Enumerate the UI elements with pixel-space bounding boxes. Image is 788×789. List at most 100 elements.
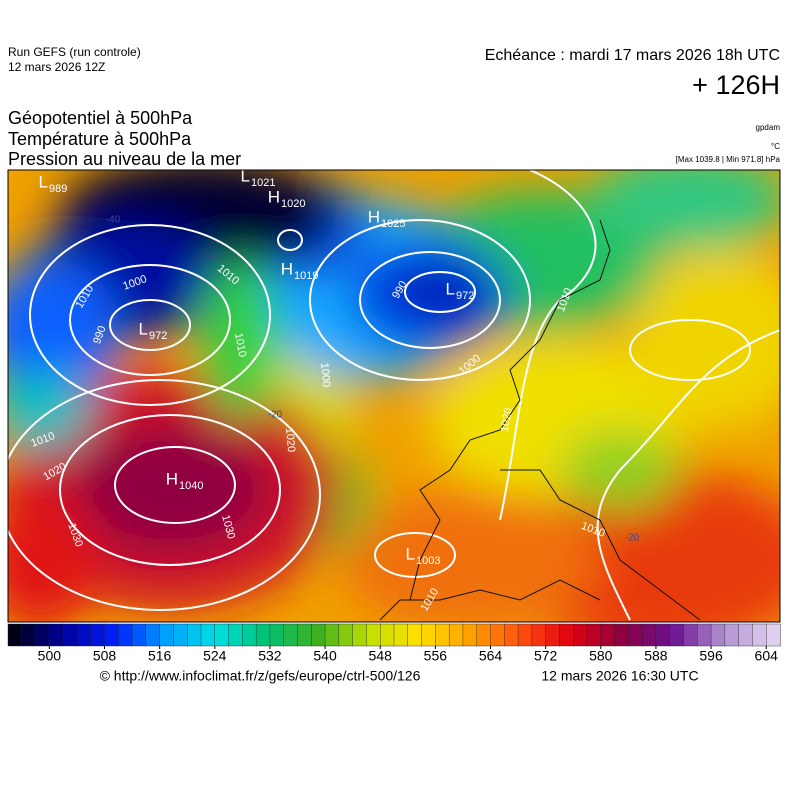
pressure-center-kind: H — [281, 259, 293, 278]
colorbar-tick-label: 540 — [313, 648, 337, 664]
title: Géopotentiel à 500hPa — [8, 108, 193, 128]
colorbar-swatch — [145, 623, 161, 647]
pressure-center-kind: H — [166, 469, 178, 488]
colorbar-swatch — [710, 623, 726, 647]
colorbar-swatch — [269, 623, 285, 647]
unit-temperature: °C — [771, 142, 780, 151]
colorbar-swatch — [324, 623, 340, 647]
pressure-center-value: 1003 — [416, 555, 440, 567]
colorbar-tick-label: 532 — [258, 648, 282, 664]
isotherm-label: -40 — [106, 215, 121, 226]
colorbar-swatch — [7, 623, 23, 647]
isobar-label: 990 — [91, 324, 109, 345]
colorbar-swatch — [628, 623, 643, 647]
colorbar-swatch — [724, 623, 740, 647]
colorbar-swatch — [62, 623, 78, 647]
pressure-center-kind: L — [446, 279, 455, 298]
colorbar-tick-label: 508 — [93, 648, 117, 664]
forecast-time: Echéance : mardi 17 mars 2026 18h UTC — [485, 47, 780, 64]
colorbar-swatch — [187, 623, 202, 647]
colorbar-swatch — [131, 623, 147, 647]
isobar-label: 1000 — [318, 362, 332, 387]
run-date: 12 mars 2026 12Z — [8, 60, 105, 74]
isobar-label: 1010 — [232, 332, 248, 358]
colorbar-swatch — [531, 623, 547, 647]
isotherm-label: -40 — [206, 252, 221, 263]
colorbar-swatch — [614, 623, 630, 647]
colorbar-tick-label: 564 — [479, 648, 503, 664]
colorbar-swatch — [559, 623, 574, 647]
colorbar-swatch — [766, 623, 781, 647]
isobars — [8, 170, 780, 621]
colorbar-swatch — [242, 623, 257, 647]
colorbar-swatch — [118, 623, 133, 647]
colorbar-swatch — [738, 623, 754, 647]
isotherm-label: -20 — [625, 533, 640, 544]
colorbar-tick-label: 516 — [148, 648, 172, 664]
colorbar-swatch — [200, 623, 216, 647]
pressure-center-value: 972 — [149, 330, 167, 342]
title: Pression au niveau de la mer — [8, 149, 241, 169]
colorbar-swatch — [504, 623, 519, 647]
colorbar-swatch — [490, 623, 505, 647]
colorbar-swatch — [752, 623, 767, 647]
colorbar-swatch — [173, 623, 188, 647]
colorbar-swatch — [76, 623, 92, 647]
colorbar-swatch — [297, 623, 312, 647]
colorbar-swatch — [49, 623, 64, 647]
colorbar-swatch — [655, 623, 671, 647]
lead-time: + 126H — [692, 70, 780, 100]
colorbar-swatch — [407, 623, 423, 647]
colorbar-swatch — [393, 623, 409, 647]
colorbar-swatch — [90, 623, 106, 647]
colorbar-tick-label: 604 — [755, 648, 779, 664]
colorbar-swatch — [476, 623, 492, 647]
pressure-center-value: 1040 — [179, 480, 203, 492]
colorbar-tick-label: 572 — [534, 648, 558, 664]
pressure-center-kind: H — [268, 187, 280, 206]
colorbar-tick-label: 548 — [369, 648, 393, 664]
colorbar-swatch — [21, 623, 37, 647]
pressure-center-value: 989 — [49, 183, 67, 195]
pressure-center-value: 1020 — [281, 198, 305, 210]
pressure-center-value: 1021 — [251, 177, 275, 189]
colorbar-swatch — [214, 623, 230, 647]
coastlines — [379, 219, 701, 621]
pressure-center-kind: L — [139, 319, 148, 338]
colorbar-tick-label: 500 — [38, 648, 62, 664]
colorbar-tick-label: 596 — [699, 648, 723, 664]
colorbar-swatch — [435, 623, 450, 647]
colorbar-swatch — [255, 623, 271, 647]
colorbar-swatch — [462, 623, 478, 647]
colorbar-swatch — [311, 623, 326, 647]
colorbar-swatch — [669, 623, 685, 647]
colorbar-swatch — [421, 623, 437, 647]
pressure-center-kind: L — [241, 166, 250, 185]
colorbar-tick-label: 588 — [644, 648, 668, 664]
colorbar-swatch — [352, 623, 368, 647]
colorbar-swatch — [380, 623, 395, 647]
unit-pressure: [Max 1039.8 | Min 971.8] hPa — [676, 155, 781, 164]
colorbar-swatch — [641, 623, 657, 647]
colorbar-tick-label: 556 — [424, 648, 448, 664]
issued: 12 mars 2026 16:30 UTC — [541, 668, 698, 684]
isobar-label: 1020 — [499, 407, 515, 433]
colorbar-swatch — [545, 623, 561, 647]
colorbar: 500 508 516 524 532 540 548 556 564 572 580 588 596 6… — [7, 623, 781, 664]
colorbar-swatch — [448, 623, 464, 647]
map-frame — [7, 169, 781, 623]
colorbar-swatch — [683, 623, 698, 647]
isobar-label: 1020 — [283, 427, 297, 452]
colorbar-swatch — [573, 623, 588, 647]
colorbar-swatch — [35, 623, 51, 647]
colorbar-tick-label: 580 — [589, 648, 613, 664]
colorbar-swatch — [228, 623, 244, 647]
colorbar-swatch — [697, 623, 712, 647]
colorbar-swatch — [586, 623, 602, 647]
colorbar-swatch — [283, 623, 299, 647]
pressure-center-value: 1025 — [381, 218, 405, 230]
source: © http://www.infoclimat.fr/z/gefs/europe… — [100, 668, 421, 684]
